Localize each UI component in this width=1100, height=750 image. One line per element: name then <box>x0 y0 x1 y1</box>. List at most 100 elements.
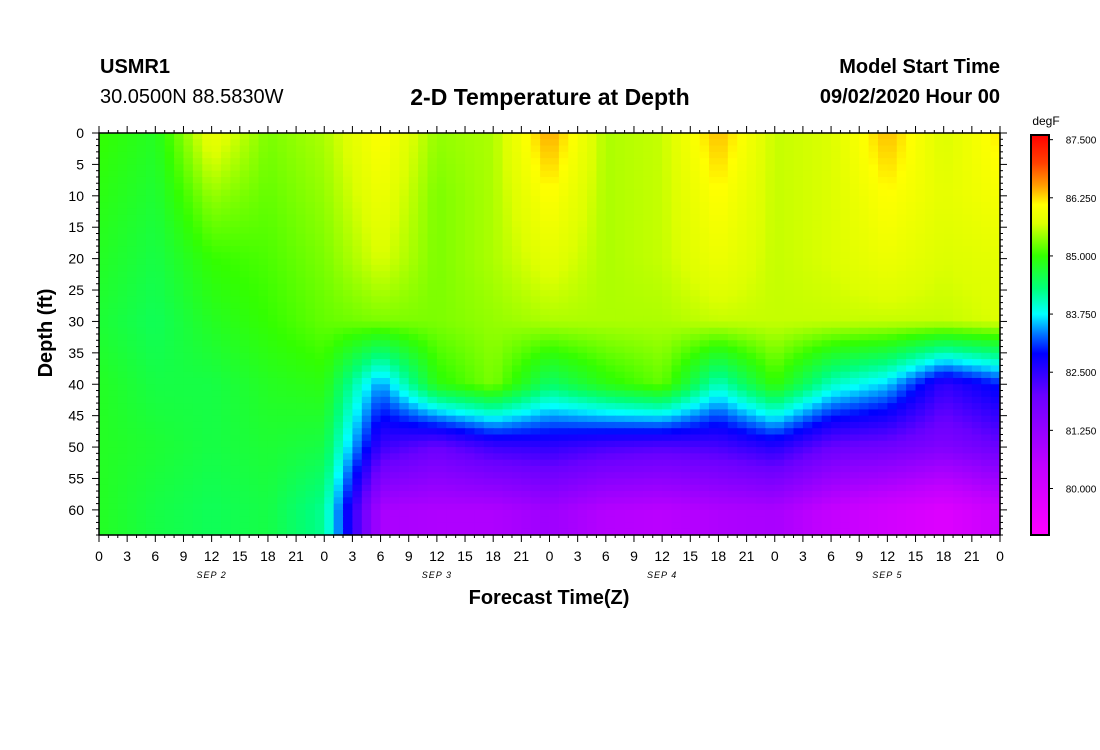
heatmap-cell <box>127 403 138 410</box>
heatmap-cell <box>915 208 926 216</box>
heatmap-cell <box>230 151 241 159</box>
heatmap-cell <box>615 258 626 266</box>
heatmap-cell <box>361 371 372 379</box>
heatmap-cell <box>333 176 344 184</box>
heatmap-cell <box>605 202 616 209</box>
heatmap-cell <box>953 176 964 184</box>
heatmap-cell <box>821 371 832 379</box>
heatmap-cell <box>455 170 466 178</box>
heatmap-cell <box>380 447 391 454</box>
heatmap-cell <box>718 334 729 341</box>
heatmap-cell <box>418 321 429 329</box>
heatmap-cell <box>624 283 635 291</box>
heatmap-cell <box>849 428 860 436</box>
heatmap-cell <box>465 390 476 398</box>
heatmap-cell <box>286 447 297 454</box>
heatmap-cell <box>258 220 269 228</box>
heatmap-cell <box>690 359 701 367</box>
heatmap-cell <box>671 139 682 147</box>
heatmap-cell <box>446 246 457 253</box>
heatmap-cell <box>765 246 776 253</box>
heatmap-cell <box>587 164 598 172</box>
heatmap-cell <box>934 195 945 203</box>
heatmap-cell <box>465 453 476 461</box>
heatmap-cell <box>727 302 738 310</box>
heatmap-cell <box>286 264 297 272</box>
heatmap-cell <box>765 377 776 385</box>
heatmap-cell <box>361 133 372 140</box>
heatmap-cell <box>784 271 795 279</box>
heatmap-cell <box>136 283 147 291</box>
heatmap-cell <box>671 434 682 442</box>
heatmap-cell <box>680 227 691 235</box>
heatmap-cell <box>314 258 325 266</box>
heatmap-cell <box>737 151 748 159</box>
heatmap-cell <box>953 365 964 373</box>
heatmap-cell <box>577 346 588 354</box>
heatmap-cell <box>343 384 354 392</box>
heatmap-cell <box>587 290 598 297</box>
heatmap-cell <box>314 227 325 235</box>
heatmap-cell <box>671 239 682 247</box>
heatmap-cell <box>221 403 231 410</box>
heatmap-cell <box>896 352 907 360</box>
heatmap-cell <box>399 453 410 461</box>
heatmap-cell <box>812 277 823 285</box>
heatmap-cell <box>624 340 635 348</box>
heatmap-cell <box>361 202 372 209</box>
heatmap-cell <box>136 252 147 260</box>
heatmap-cell <box>831 151 842 159</box>
heatmap-cell <box>709 434 720 442</box>
heatmap-cell <box>286 377 297 385</box>
heatmap-cell <box>727 453 738 461</box>
heatmap-cell <box>343 195 354 203</box>
heatmap-cell <box>549 440 560 448</box>
heatmap-cell <box>943 233 954 241</box>
heatmap-cell <box>305 158 316 166</box>
heatmap-cell <box>587 365 598 373</box>
heatmap-cell <box>324 290 335 297</box>
heatmap-cell <box>924 158 935 166</box>
heatmap-cell <box>305 440 316 448</box>
heatmap-cell <box>343 277 354 285</box>
heatmap-cell <box>408 384 419 392</box>
heatmap-cell <box>915 390 926 398</box>
heatmap-cell <box>793 252 804 260</box>
heatmap-cell <box>258 158 269 166</box>
heatmap-cell <box>746 158 757 166</box>
heatmap-cell <box>455 384 466 392</box>
heatmap-cell <box>230 290 241 297</box>
heatmap-cell <box>934 252 945 260</box>
heatmap-cell <box>164 421 175 429</box>
heatmap-cell <box>127 208 138 216</box>
heatmap-cell <box>333 290 344 297</box>
heatmap-cell <box>145 208 156 216</box>
model-start-label: Model Start Time <box>839 56 1000 78</box>
heatmap-cell <box>934 271 945 279</box>
heatmap-cell <box>305 321 316 329</box>
heatmap-cell <box>343 252 354 260</box>
heatmap-cell <box>727 145 738 153</box>
heatmap-cell <box>699 390 710 398</box>
heatmap-cell <box>511 403 522 410</box>
heatmap-cell <box>896 158 907 166</box>
heatmap-cell <box>840 428 851 436</box>
heatmap-cell <box>418 415 429 423</box>
heatmap-cell <box>784 315 795 323</box>
heatmap-cell <box>671 327 682 335</box>
heatmap-cell <box>840 271 851 279</box>
heatmap-cell <box>277 421 288 429</box>
heatmap-cell <box>840 283 851 291</box>
heatmap-cell <box>389 453 400 461</box>
heatmap-cell <box>774 290 785 297</box>
heatmap-cell <box>755 151 766 159</box>
heatmap-cell <box>361 233 372 241</box>
heatmap-cell <box>755 277 766 285</box>
heatmap-cell <box>108 447 119 454</box>
heatmap-cell <box>727 396 738 404</box>
heatmap-cell <box>981 290 992 297</box>
heatmap-cell <box>540 315 551 323</box>
heatmap-cell <box>784 409 795 417</box>
heatmap-cell <box>343 151 354 159</box>
heatmap-cell <box>155 308 166 316</box>
